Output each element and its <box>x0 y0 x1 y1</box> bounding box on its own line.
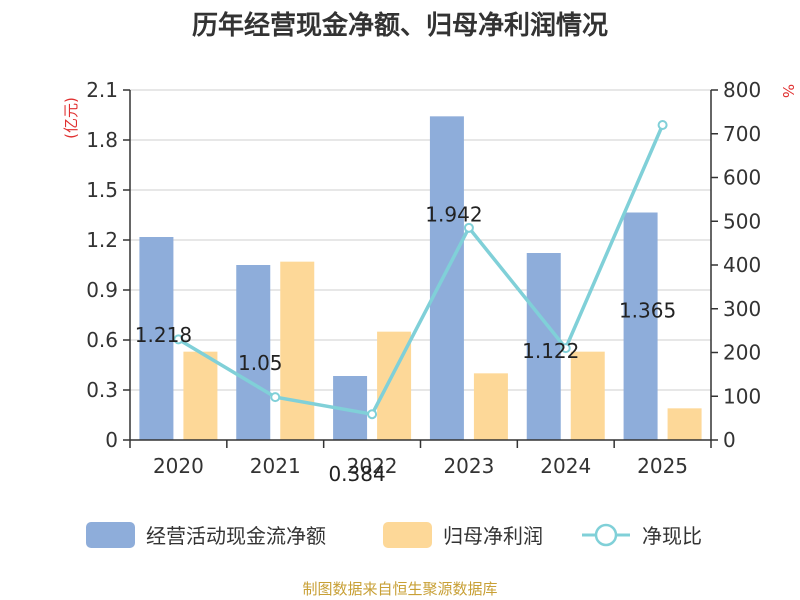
left-tick-label: 0.9 <box>86 278 118 302</box>
x-tick-label: 2021 <box>250 454 301 478</box>
x-tick-label: 2024 <box>540 454 591 478</box>
right-tick-label: 800 <box>723 78 761 102</box>
cashflow-data-label: 1.218 <box>135 323 192 347</box>
ratio-point <box>560 343 571 354</box>
ratio-point <box>367 409 378 420</box>
data-labels-group: 1.218 1.05 0.384 1.942 1.122 1.365 <box>135 202 676 486</box>
left-tick-label: 1.5 <box>86 178 118 202</box>
x-tick-label: 2025 <box>637 454 688 478</box>
cashflow-bar <box>236 265 271 440</box>
legend-swatch-profit <box>383 522 432 548</box>
legend-label: 净现比 <box>642 524 702 548</box>
left-tick-label: 0 <box>105 428 118 452</box>
line-group <box>173 120 668 420</box>
legend-label: 经营活动现金流净额 <box>146 524 326 548</box>
ratio-point <box>657 120 668 130</box>
profit-bar <box>280 261 315 440</box>
ratio-point <box>173 334 184 345</box>
right-tick-label: 300 <box>723 297 761 321</box>
legend-label: 归母净利润 <box>443 524 543 548</box>
ratio-line <box>177 124 665 417</box>
axes-group: 0 0.3 0.6 0.9 1.2 1.5 1.8 2.1 0 100 200 300 400 500 60… <box>86 78 761 478</box>
legend: 经营活动现金流净额 归母净利润 净现比 <box>86 522 702 548</box>
right-axis-unit: % <box>779 84 797 98</box>
left-axis-unit: (亿元) <box>62 97 80 139</box>
profit-bar <box>570 351 605 440</box>
left-tick-label: 0.6 <box>86 328 118 352</box>
right-tick-label: 100 <box>723 384 761 408</box>
profit-bar <box>667 408 702 440</box>
profit-bar <box>183 351 218 440</box>
right-tick-label: 0 <box>723 428 736 452</box>
right-tick-label: 400 <box>723 253 761 277</box>
right-tick-label: 700 <box>723 122 761 146</box>
cashflow-data-label: 1.05 <box>238 351 283 375</box>
right-tick-label: 500 <box>723 209 761 233</box>
chart-title: 历年经营现金净额、归母净利润情况 <box>192 10 608 41</box>
left-tick-label: 1.2 <box>86 228 118 252</box>
ratio-point <box>270 392 281 403</box>
cashflow-bar <box>623 212 658 440</box>
legend-swatch-cashflow <box>86 522 135 548</box>
ratio-point <box>463 222 474 233</box>
x-tick-label: 2022 <box>347 454 398 478</box>
left-tick-label: 2.1 <box>86 78 118 102</box>
bars-group <box>139 116 702 440</box>
cashflow-data-label: 1.365 <box>619 299 676 323</box>
right-tick-label: 200 <box>723 341 761 365</box>
x-tick-label: 2020 <box>153 454 204 478</box>
cashflow-bar <box>526 253 561 440</box>
x-tick-label: 2023 <box>443 454 494 478</box>
left-tick-label: 1.8 <box>86 128 118 152</box>
cashflow-data-label: 1.122 <box>522 339 579 363</box>
source-note: 制图数据来自恒生聚源数据库 <box>302 580 497 598</box>
profit-bar <box>473 373 508 440</box>
grid-lines <box>130 89 711 391</box>
right-tick-label: 600 <box>723 166 761 190</box>
cashflow-bar <box>429 116 464 440</box>
cashflow-data-label: 1.942 <box>425 202 482 226</box>
left-tick-label: 0.3 <box>86 378 118 402</box>
cashflow-data-label: 0.384 <box>328 462 385 486</box>
cashflow-bar <box>139 237 174 440</box>
legend-swatch-ratio-marker <box>594 523 618 547</box>
